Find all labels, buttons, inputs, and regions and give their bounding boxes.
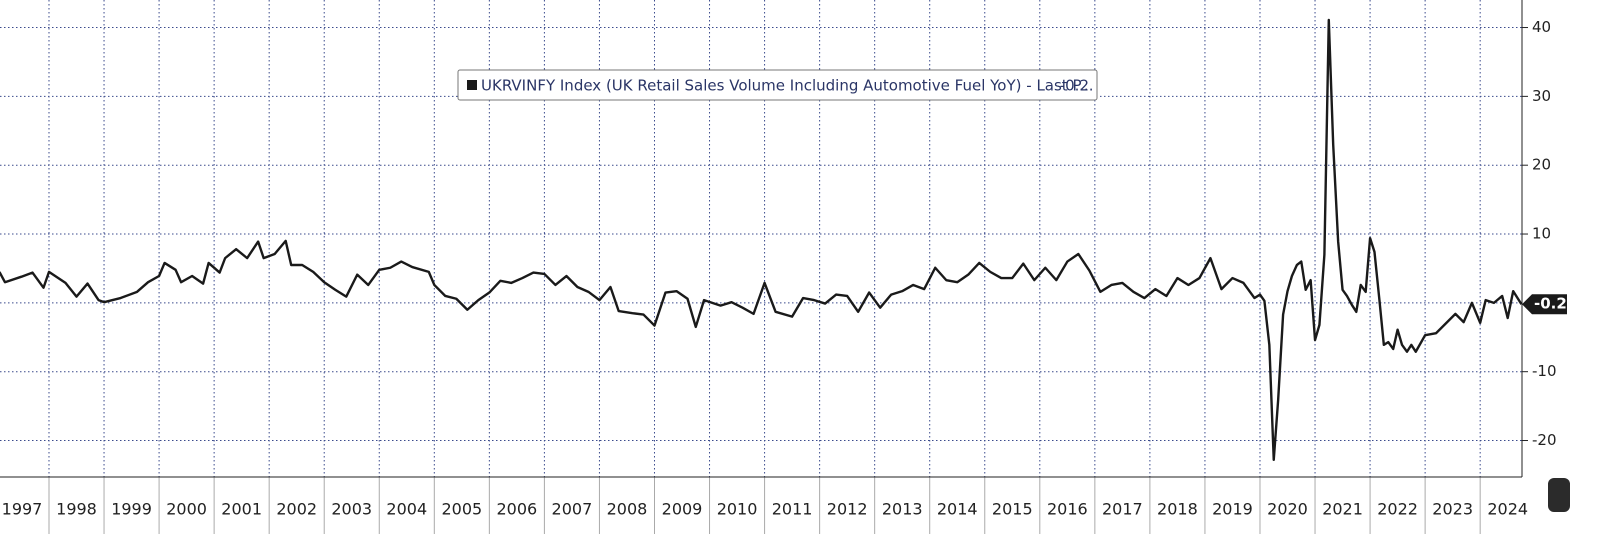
x-tick-label: 1998 (56, 500, 97, 519)
x-tick-label: 2016 (1047, 500, 1088, 519)
legend-last-value: -0.2 (1060, 77, 1089, 95)
x-tick-label: 2000 (166, 500, 207, 519)
x-tick-label: 1999 (111, 500, 152, 519)
x-tick-label: 2005 (441, 500, 482, 519)
y-tick-label: -20 (1532, 431, 1557, 449)
legend-label: UKRVINFY Index (UK Retail Sales Volume I… (481, 77, 1093, 95)
y-tick-label: 30 (1532, 87, 1551, 105)
x-tick-label: 2009 (662, 500, 703, 519)
x-tick-label: 2015 (992, 500, 1033, 519)
x-tick-label: 2007 (552, 500, 593, 519)
x-tick-label: 2011 (772, 500, 813, 519)
x-tick-label: 2001 (221, 500, 262, 519)
x-tick-label: 2021 (1322, 500, 1363, 519)
x-tick-label: 2022 (1377, 500, 1418, 519)
legend-swatch (467, 80, 477, 90)
toolbar-icon[interactable] (1548, 478, 1570, 512)
x-tick-label: 2019 (1212, 500, 1253, 519)
legend: UKRVINFY Index (UK Retail Sales Volume I… (457, 69, 1098, 101)
x-tick-label: 2004 (386, 500, 427, 519)
x-tick-label: 2006 (497, 500, 538, 519)
x-tick-label: 2024 (1487, 500, 1528, 519)
y-tick-label: 40 (1532, 18, 1551, 36)
last-value-marker (1522, 294, 1567, 315)
x-tick-label: 2020 (1267, 500, 1308, 519)
x-tick-label: 2008 (607, 500, 648, 519)
x-tick-label: 2013 (882, 500, 923, 519)
series-line (0, 18, 1523, 461)
x-tick-label: 2023 (1432, 500, 1473, 519)
x-tick-label: 2014 (937, 500, 978, 519)
x-tick-label: 2012 (827, 500, 868, 519)
x-tick-label: 2017 (1102, 500, 1143, 519)
last-value-label: -0.2 (1534, 295, 1567, 313)
x-tick-label: 2010 (717, 500, 758, 519)
x-tick-label: 1997 (2, 500, 43, 519)
x-tick-label: 2002 (276, 500, 317, 519)
x-tick-label: 2003 (331, 500, 372, 519)
y-tick-label: -10 (1532, 362, 1557, 380)
legend-box (457, 69, 1098, 101)
x-tick-label: 2018 (1157, 500, 1198, 519)
y-tick-label: 10 (1532, 225, 1551, 243)
y-tick-label: 20 (1532, 156, 1551, 174)
